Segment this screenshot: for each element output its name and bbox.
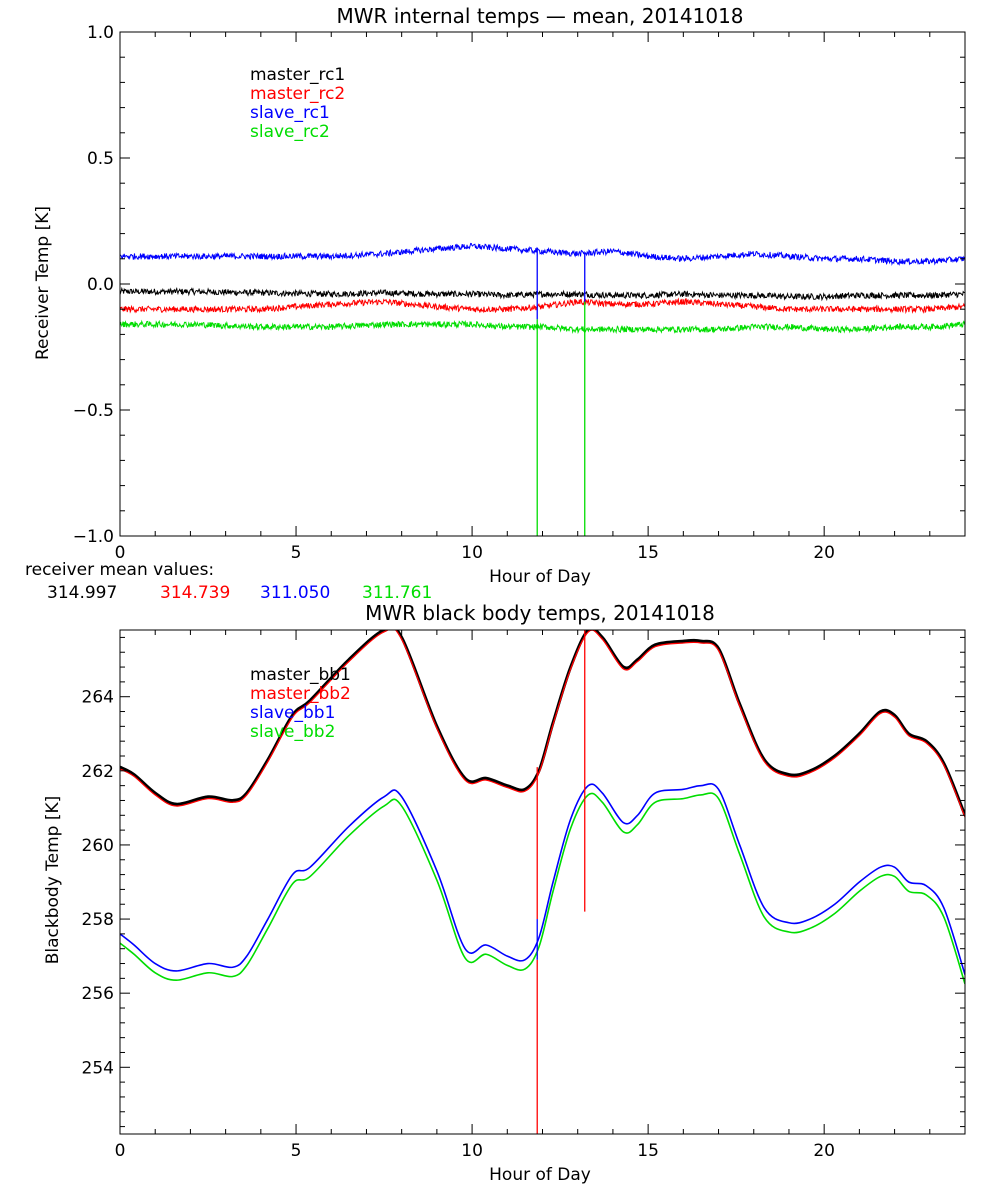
chart-2-legend: master_bb1 master_bb2 slave_bb1 slave_bb… [250, 665, 351, 742]
series-master-rc1 [120, 286, 965, 302]
legend-entry-slave-bb2: slave_bb2 [250, 722, 335, 742]
chart-2-data-layer [120, 630, 965, 1134]
y-tick-label: 1.0 [87, 23, 114, 43]
x-tick-label: 5 [291, 543, 302, 563]
y-tick-label: 0.0 [87, 275, 114, 295]
chart-2-frame [119, 629, 966, 1135]
y-tick-label: 262 [82, 762, 114, 782]
series-slave-rc2 [120, 319, 965, 335]
chart-1-frame [119, 31, 966, 537]
receiver-mean-slave-rc2: 311.761 [362, 583, 432, 603]
legend-entry-master-bb1: master_bb1 [250, 665, 351, 685]
chart-1-title: MWR internal temps — mean, 20141018 [336, 4, 743, 28]
x-tick-label: 0 [115, 1141, 126, 1161]
y-tick-label: −1.0 [73, 527, 114, 547]
y-tick-label: 260 [82, 836, 114, 856]
receiver-mean-slave-rc1: 311.050 [260, 583, 330, 603]
series-master-bb2 [120, 630, 965, 818]
receiver-means-label: receiver mean values: [25, 560, 214, 580]
chart-2-y-axis-label: Blackbody Temp [K] [43, 796, 63, 965]
legend-entry-master-rc1: master_rc1 [250, 65, 345, 85]
x-tick-label: 5 [291, 1141, 302, 1161]
x-tick-label: 10 [461, 1141, 483, 1161]
x-tick-label: 20 [813, 1141, 835, 1161]
chart-2-axes: 0 5 10 15 20 254 256 258 260 262 264 [82, 629, 966, 1161]
y-tick-label: 254 [82, 1058, 114, 1078]
series-slave-rc1 [120, 242, 965, 266]
chart-2: 0 5 10 15 20 254 256 258 260 262 264 MWR black bod… [43, 601, 966, 1185]
series-slave-bb2 [120, 792, 965, 985]
y-tick-label: 0.5 [87, 149, 114, 169]
x-tick-label: 0 [115, 543, 126, 563]
y-tick-label: 256 [82, 984, 114, 1004]
legend-entry-slave-rc2: slave_rc2 [250, 122, 330, 142]
legend-entry-slave-rc1: slave_rc1 [250, 103, 330, 123]
receiver-mean-master-rc2: 314.739 [160, 583, 230, 603]
receiver-mean-master-rc1: 314.997 [47, 583, 117, 603]
receiver-means: receiver mean values: 314.997 314.739 31… [25, 560, 432, 603]
legend-entry-master-rc2: master_rc2 [250, 84, 345, 104]
x-tick-label: 15 [637, 543, 659, 563]
x-tick-label: 20 [813, 543, 835, 563]
y-tick-label: 258 [82, 910, 114, 930]
chart-1: 0 5 10 15 20 −1.0 −0.5 0.0 0.5 1.0 MWR internal t… [33, 4, 966, 587]
y-tick-label: 264 [82, 688, 114, 708]
chart-1-x-axis-label: Hour of Day [489, 567, 591, 587]
chart-2-plot-area [120, 630, 965, 1134]
chart-2-x-axis-label: Hour of Day [489, 1165, 591, 1185]
series-master-rc2 [120, 297, 965, 315]
series-slave-bb1 [120, 782, 965, 975]
chart-2-title: MWR black body temps, 20141018 [365, 601, 715, 625]
legend-entry-slave-bb1: slave_bb1 [250, 703, 335, 723]
x-tick-label: 10 [461, 543, 483, 563]
chart-1-plot-area [120, 242, 965, 536]
chart-1-data-layer [120, 242, 965, 536]
chart-1-axes: 0 5 10 15 20 −1.0 −0.5 0.0 0.5 1.0 [73, 23, 966, 563]
legend-entry-master-bb2: master_bb2 [250, 684, 351, 704]
chart-1-legend: master_rc1 master_rc2 slave_rc1 slave_rc… [250, 65, 345, 142]
chart-1-y-axis-label: Receiver Temp [K] [33, 206, 53, 360]
y-tick-label: −0.5 [73, 401, 114, 421]
x-tick-label: 15 [637, 1141, 659, 1161]
series-master-bb1 [120, 630, 965, 816]
